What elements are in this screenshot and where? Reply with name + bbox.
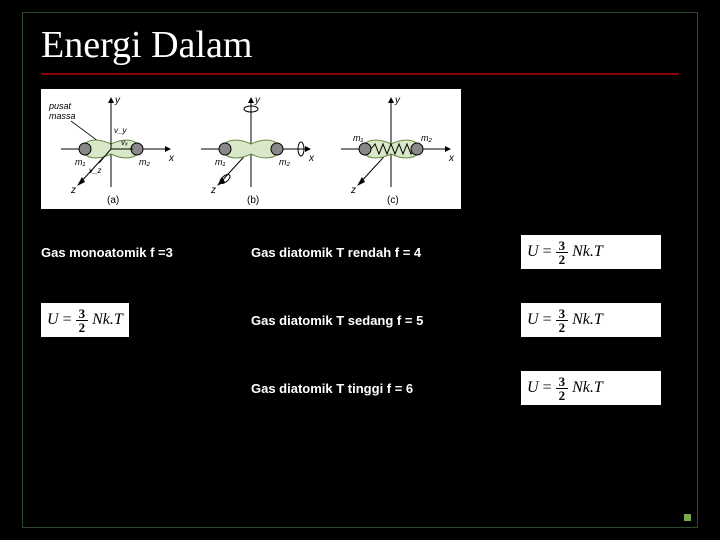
svg-text:massa: massa — [49, 111, 76, 121]
label-diatomik-rendah: Gas diatomik T rendah f = 4 — [251, 245, 511, 260]
svg-text:z: z — [210, 185, 216, 196]
corner-accent — [684, 514, 691, 521]
svg-text:x: x — [168, 153, 175, 164]
svg-text:m₂: m₂ — [421, 133, 432, 143]
svg-text:vₓ: vₓ — [121, 138, 128, 147]
svg-text:pusat: pusat — [48, 101, 72, 111]
page-title: Energi Dalam — [41, 23, 679, 67]
label-diatomik-sedang: Gas diatomik T sedang f = 5 — [251, 313, 511, 328]
label-diatomik-tinggi: Gas diatomik T tinggi f = 6 — [251, 381, 511, 396]
panel-a: pusat massa y x z m₁ m₂ — [41, 89, 181, 209]
formula-sedang: U= 32 Nk.T — [521, 303, 661, 337]
svg-text:y: y — [254, 95, 261, 106]
svg-text:m₂: m₂ — [139, 157, 150, 167]
panel-c-label: (c) — [387, 195, 399, 206]
svg-text:y: y — [394, 95, 401, 106]
svg-text:x: x — [448, 153, 455, 164]
molecule-figure: pusat massa y x z m₁ m₂ — [41, 89, 461, 209]
formula-monoatomik: U= 32 Nk.T — [41, 303, 129, 337]
content-grid: Gas monoatomik f =3 Gas diatomik T renda… — [41, 235, 679, 405]
panel-b-label: (b) — [247, 195, 259, 206]
svg-text:v_z: v_z — [89, 166, 101, 175]
formula-tinggi: U= 32 Nk.T — [521, 371, 661, 405]
svg-text:m₁: m₁ — [353, 133, 363, 143]
svg-text:z: z — [70, 185, 76, 196]
label-monoatomik: Gas monoatomik f =3 — [41, 245, 241, 260]
svg-text:m₂: m₂ — [279, 157, 290, 167]
svg-text:y: y — [114, 95, 121, 106]
panel-c: y x z m₁ m₂ (c) — [321, 89, 461, 209]
panel-b: y x z m₁ m₂ (b) — [181, 89, 321, 209]
title-rule — [41, 73, 679, 75]
slide-frame: Energi Dalam pusat massa y x z — [22, 12, 698, 528]
svg-text:m₁: m₁ — [75, 157, 85, 167]
svg-text:v_y: v_y — [114, 126, 127, 135]
svg-text:z: z — [350, 185, 356, 196]
panel-a-label: (a) — [107, 195, 119, 206]
svg-text:x: x — [308, 153, 315, 164]
formula-rendah: U= 32 Nk.T — [521, 235, 661, 269]
svg-text:m₁: m₁ — [215, 157, 225, 167]
